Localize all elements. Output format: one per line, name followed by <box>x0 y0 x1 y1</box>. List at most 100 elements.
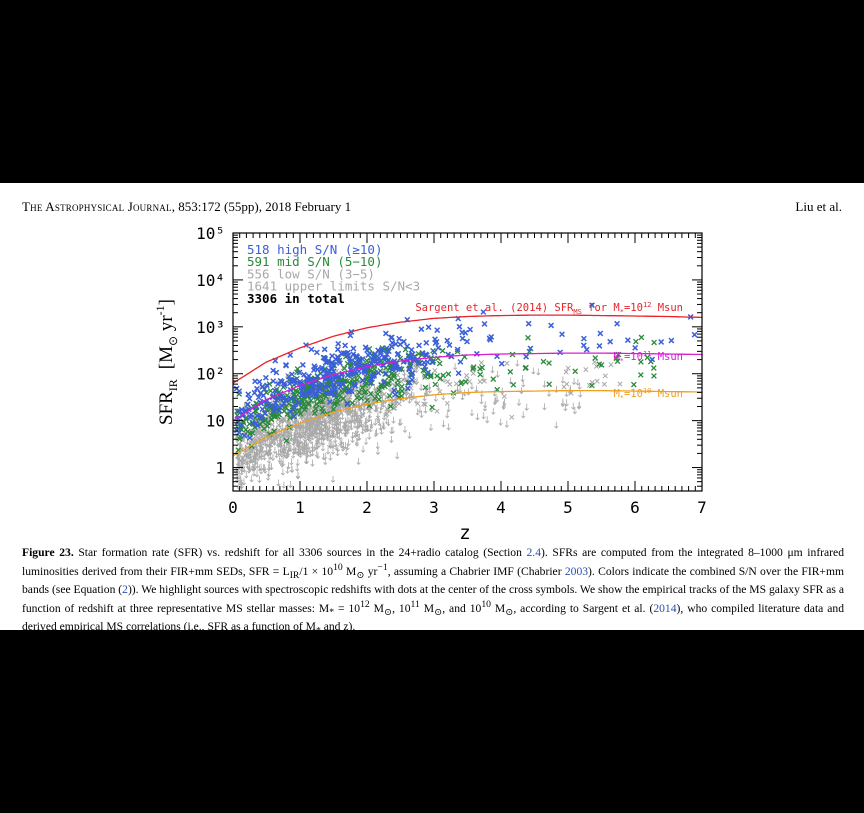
track-label: Sargent et al. (2014) SFRMS for M*=1012 … <box>415 301 683 316</box>
data-point <box>434 408 440 414</box>
data-point <box>597 330 604 337</box>
data-point <box>405 379 411 386</box>
data-point <box>356 389 362 396</box>
data-point <box>291 404 298 411</box>
upper-limit-point <box>235 459 240 467</box>
upper-limit-point <box>354 439 360 447</box>
upper-limit-point <box>490 366 495 374</box>
data-point <box>397 355 404 362</box>
upper-limit-point <box>244 471 249 479</box>
caption-text: M <box>490 601 506 615</box>
upper-limit-point <box>254 453 259 461</box>
upper-limit-point <box>460 393 465 401</box>
data-point <box>490 376 497 382</box>
upper-limit-point <box>257 464 262 472</box>
upper-limit-point <box>350 435 355 444</box>
data-point <box>407 392 413 398</box>
data-point <box>613 355 620 362</box>
data-point <box>270 438 276 445</box>
x-tick-label: 2 <box>362 498 372 517</box>
data-point <box>390 371 397 378</box>
data-point <box>425 324 432 331</box>
data-point <box>390 363 397 370</box>
upper-limit-point <box>524 403 529 411</box>
caption-sup: −1 <box>377 561 388 573</box>
upper-limit-point <box>495 370 500 378</box>
sargent-link[interactable]: 2014 <box>653 601 677 615</box>
data-point <box>596 342 603 349</box>
data-point <box>668 337 675 344</box>
data-point <box>437 389 443 395</box>
caption-sup: 12 <box>360 598 370 610</box>
data-point <box>431 349 438 356</box>
upper-limit-point <box>328 453 333 461</box>
upper-limit-point <box>563 404 568 412</box>
data-point <box>457 358 464 365</box>
data-point <box>233 427 240 434</box>
upper-limit-point <box>335 445 341 453</box>
data-point <box>351 381 358 388</box>
data-point <box>559 331 565 338</box>
upper-limit-point <box>542 403 547 411</box>
data-point <box>255 435 261 441</box>
data-point <box>366 408 373 414</box>
data-point <box>395 350 402 357</box>
data-point <box>548 322 555 329</box>
data-point <box>445 371 452 377</box>
data-point <box>594 378 600 384</box>
data-point <box>386 392 393 399</box>
section-link[interactable]: 2.4 <box>526 546 542 559</box>
data-point <box>644 354 651 361</box>
upper-limit-point <box>367 411 373 419</box>
equation-link[interactable]: 2 <box>122 583 128 597</box>
upper-limit-point <box>237 490 239 491</box>
data-point <box>282 453 288 460</box>
upper-limit-point <box>466 388 471 396</box>
data-point <box>507 368 514 375</box>
upper-limit-point <box>374 402 380 411</box>
data-point <box>374 391 381 397</box>
data-point <box>238 406 245 413</box>
data-point <box>353 432 359 438</box>
track-label: M*=1010 Msun <box>613 387 683 402</box>
data-point <box>249 430 256 436</box>
caption-text: M <box>369 601 384 615</box>
data-point <box>589 302 595 309</box>
data-point <box>388 343 395 350</box>
data-point <box>408 346 415 353</box>
upper-limit-point <box>414 377 420 385</box>
data-point <box>400 377 406 383</box>
upper-limit-point <box>365 424 370 433</box>
upper-limit-point <box>494 395 500 403</box>
data-point <box>265 443 271 449</box>
chabrier-link[interactable]: 2003 <box>564 564 589 578</box>
upper-limit-point <box>250 461 255 469</box>
upper-limit-point <box>498 418 503 426</box>
sun-symbol: ⊙ <box>505 606 514 618</box>
data-point <box>435 344 442 351</box>
upper-limit-point <box>291 447 296 455</box>
upper-limit-point <box>234 475 240 483</box>
upper-limit-point <box>333 436 338 444</box>
upper-limit-point <box>330 475 336 483</box>
data-point <box>381 354 388 361</box>
data-point <box>277 442 283 448</box>
upper-limit-point <box>310 449 315 457</box>
data-point <box>527 345 534 352</box>
data-point <box>504 360 510 366</box>
data-point <box>344 401 351 408</box>
upper-limit-point <box>346 424 351 432</box>
upper-limit-point <box>322 424 328 432</box>
data-point <box>614 358 621 365</box>
caption-text: = 10 <box>334 601 361 615</box>
data-point <box>572 368 579 375</box>
data-point <box>583 346 590 353</box>
data-point <box>275 381 281 387</box>
data-point <box>283 396 290 403</box>
upper-limit-point <box>433 394 438 402</box>
data-point <box>309 419 315 425</box>
data-point <box>303 375 310 382</box>
upper-limit-point <box>285 466 290 474</box>
upper-limit-point <box>295 459 300 467</box>
data-point <box>335 373 342 380</box>
